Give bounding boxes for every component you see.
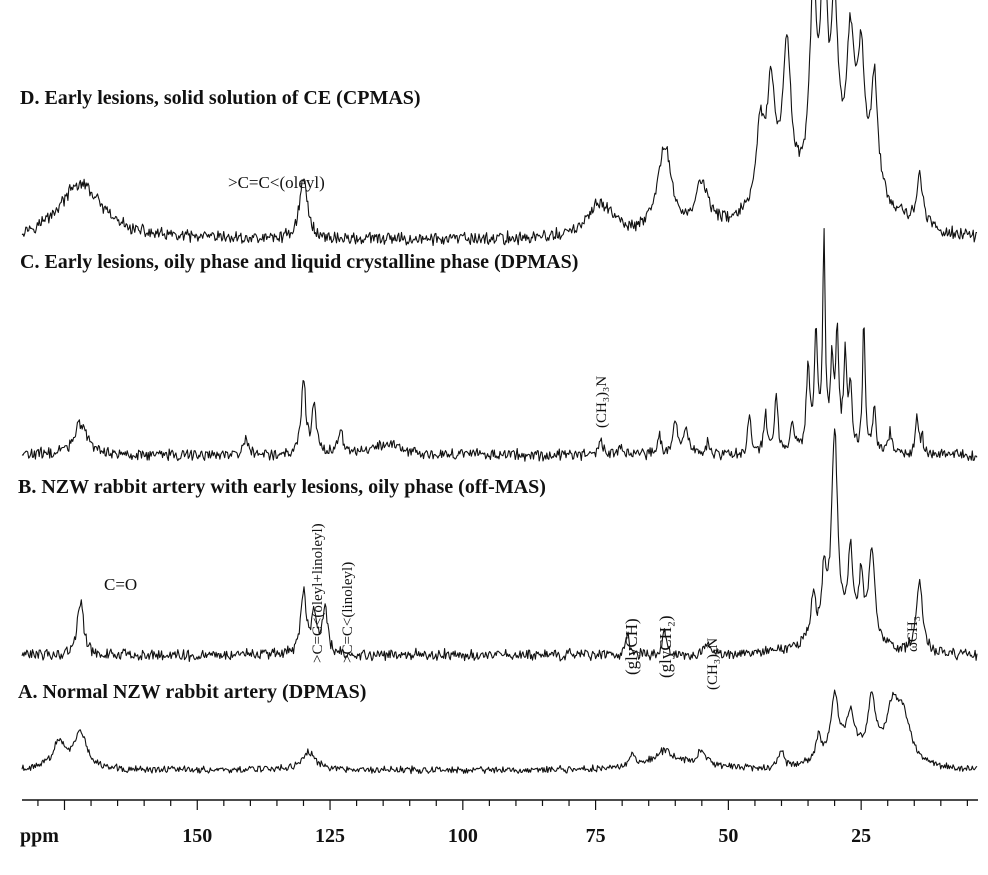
x-axis-ticks: 150 125 100 75 50 25 <box>37 800 968 847</box>
annotation-b-trimethylamine: (CH₃)₃N <box>705 638 721 690</box>
annotation-oleyl-double-bond: >C=C<(oleyl) <box>228 173 325 192</box>
x-tick-label: 125 <box>315 825 345 847</box>
annotation-gly-ch2: (glyCH₂) <box>656 615 675 678</box>
x-tick-label: 25 <box>851 825 871 847</box>
annotation-c-trimethylamine: (CH₃)₃N <box>594 376 610 428</box>
x-tick-label: 100 <box>448 825 478 847</box>
spectrum-trace-b <box>21 428 978 662</box>
x-tick-label: 75 <box>586 825 606 847</box>
x-tick-label: 150 <box>182 825 212 847</box>
annotation-carbonyl: C=O <box>104 575 137 594</box>
annotation-gly-ch: (glyCH) <box>622 618 641 675</box>
annotation-omega-ch3: ωCH₃ <box>905 616 921 652</box>
spectrum-trace-a <box>21 689 978 775</box>
spectrum-title-b: B. NZW rabbit artery with early lesions,… <box>18 476 546 498</box>
spectrum-trace-c <box>21 227 978 462</box>
x-tick-label: 50 <box>718 825 738 847</box>
annotation-linoleyl: >C=C<(linoleyl) <box>340 562 356 663</box>
spectrum-trace-d <box>21 0 978 247</box>
spectrum-title-d: D. Early lesions, solid solution of CE (… <box>20 87 421 109</box>
x-axis-unit-label: ppm <box>20 825 59 847</box>
annotation-oleyl-linoleyl: >C=C<(oleyl+linoleyl) <box>310 523 326 663</box>
spectrum-title-a: A. Normal NZW rabbit artery (DPMAS) <box>18 681 366 703</box>
spectrum-title-c: C. Early lesions, oily phase and liquid … <box>20 251 578 273</box>
